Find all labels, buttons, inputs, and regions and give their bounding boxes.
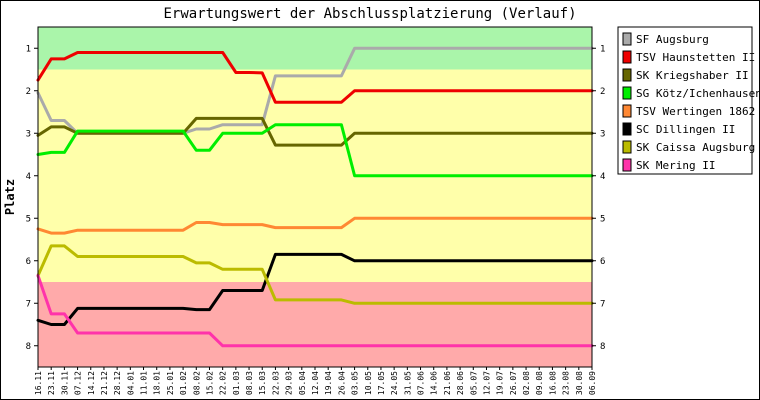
legend-label-1: TSV Haunstetten II [636, 51, 755, 64]
series-line-1 [36, 51, 594, 104]
x-tick-label: 14.06 [430, 371, 439, 395]
legend-label-7: SK Mering II [636, 159, 715, 172]
legend-label-0: SF Augsburg [636, 33, 709, 46]
x-tick-label: 24.05 [390, 371, 399, 395]
series-line-4 [36, 216, 594, 235]
legend-label-5: SC Dillingen II [636, 123, 735, 136]
x-axis-ticks: 16.11 23.11 30.11 07.12 14.12 21.12 28.12 04.01… [34, 367, 597, 395]
y-tick-label-right: 2 [600, 87, 605, 97]
x-tick-label: 14.12 [87, 371, 96, 395]
zone-band-2 [38, 282, 592, 367]
y-tick-label-left: 7 [26, 299, 31, 309]
y-tick-label-right: 5 [600, 214, 605, 224]
x-tick-label: 28.06 [456, 371, 465, 395]
x-tick-label: 10.05 [364, 371, 373, 395]
legend-swatch-6 [622, 140, 632, 154]
y-tick-label-right: 7 [600, 299, 605, 309]
x-tick-label: 19.04 [324, 371, 333, 395]
y-tick-label-right: 3 [600, 129, 605, 139]
legend-swatch-1 [622, 50, 632, 64]
legend-swatch-7 [622, 158, 632, 172]
x-tick-label: 16.08 [548, 371, 557, 395]
series-line-2 [36, 116, 594, 147]
x-tick-label: 05.04 [298, 371, 307, 395]
series-line-7 [36, 274, 594, 348]
y-tick-label-right: 4 [600, 172, 605, 182]
x-tick-label: 18.01 [153, 371, 162, 395]
x-tick-label: 02.08 [522, 371, 531, 395]
x-tick-label: 25.01 [166, 371, 175, 395]
y-tick-label-left: 1 [26, 44, 31, 54]
x-tick-label: 22.03 [271, 371, 280, 395]
legend-swatch-0 [622, 32, 632, 46]
x-tick-label: 07.06 [417, 371, 426, 395]
x-tick-label: 21.06 [443, 371, 452, 395]
x-tick-label: 06.09 [588, 371, 597, 395]
y-tick-label-right: 8 [600, 342, 605, 352]
legend-swatch-4 [622, 104, 632, 118]
legend-label-6: SK Caissa Augsburg [636, 141, 755, 154]
x-tick-label: 03.05 [351, 371, 360, 395]
y-tick-label-left: 4 [26, 172, 31, 182]
y-tick-label-right: 6 [600, 257, 605, 267]
x-tick-label: 01.02 [179, 371, 188, 395]
x-tick-label: 30.08 [575, 371, 584, 395]
x-tick-label: 08.02 [192, 371, 201, 395]
x-tick-label: 31.05 [403, 371, 412, 395]
series-lines [36, 46, 594, 348]
x-tick-label: 04.01 [126, 371, 135, 395]
x-tick-label: 09.08 [535, 371, 544, 395]
x-tick-label: 22.02 [219, 371, 228, 395]
x-tick-label: 11.01 [140, 371, 149, 395]
x-tick-label: 01.03 [232, 371, 241, 395]
x-tick-label: 08.03 [245, 371, 254, 395]
x-tick-label: 26.04 [337, 371, 346, 395]
background-zones [38, 27, 592, 367]
series-line-6 [36, 244, 594, 305]
legend-swatch-2 [622, 68, 632, 82]
legend-box [617, 26, 753, 175]
x-tick-label: 07.12 [74, 371, 83, 395]
x-tick-label: 23.08 [562, 371, 571, 395]
y-tick-label-left: 8 [26, 342, 31, 352]
series-line-3 [36, 123, 594, 178]
x-tick-label: 15.03 [258, 371, 267, 395]
legend-label-2: SK Kriegshaber II [636, 69, 749, 82]
x-tick-label: 17.05 [377, 371, 386, 395]
y-tick-label-left: 3 [26, 129, 31, 139]
x-tick-label: 30.11 [60, 371, 69, 395]
legend-label-4: TSV Wertingen 1862 [636, 105, 755, 118]
y-axis-ticks: 1 1 2 2 3 3 4 4 5 5 6 6 7 7 8 8 [26, 44, 606, 352]
y-tick-label-left: 2 [26, 87, 31, 97]
y-tick-label-right: 1 [600, 44, 605, 54]
x-tick-label: 15.02 [205, 371, 214, 395]
x-tick-label: 12.07 [482, 371, 491, 395]
y-tick-label-left: 6 [26, 257, 31, 267]
x-tick-label: 26.07 [509, 371, 518, 395]
x-tick-label: 05.07 [469, 371, 478, 395]
legend: SF Augsburg TSV Haunstetten II SK Kriegsha… [617, 26, 760, 175]
x-tick-label: 23.11 [47, 371, 56, 395]
x-tick-label: 19.07 [496, 371, 505, 395]
legend-label-3: SG Kötz/Ichenhausen [636, 87, 760, 100]
x-tick-label: 21.12 [100, 371, 109, 395]
chart-title: Erwartungswert der Abschlussplatzierung … [163, 6, 576, 22]
x-tick-label: 12.04 [311, 371, 320, 395]
x-tick-label: 28.12 [113, 371, 122, 395]
y-axis-label: Platz [3, 179, 17, 215]
legend-swatch-5 [622, 122, 632, 136]
x-tick-label: 29.03 [285, 371, 294, 395]
x-tick-label: 16.11 [34, 371, 43, 395]
legend-swatch-3 [622, 86, 632, 100]
y-tick-label-left: 5 [26, 214, 31, 224]
series-line-5 [36, 252, 594, 326]
